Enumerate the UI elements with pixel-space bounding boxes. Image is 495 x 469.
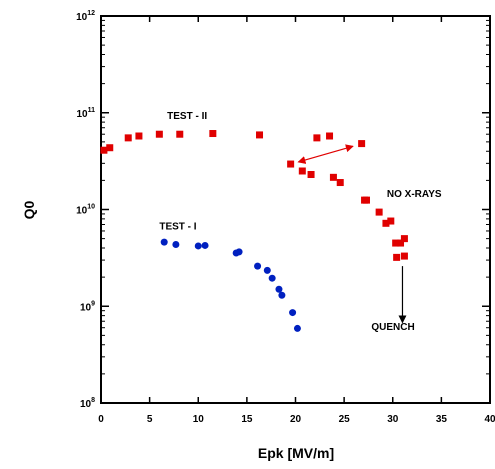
y-tick-label: 1011 [76, 107, 95, 120]
data-point-square [256, 131, 264, 139]
data-point-square [307, 171, 315, 179]
double-headed-arrow [297, 144, 354, 164]
data-point-square [329, 173, 337, 181]
series-1 [160, 238, 301, 332]
y-tick-base: 10 [76, 109, 88, 120]
x-tick-label: 5 [147, 414, 153, 425]
data-point-square [400, 235, 408, 243]
data-point-circle [293, 324, 301, 332]
x-tick-label: 10 [193, 414, 205, 425]
data-point-square [362, 196, 370, 204]
data-point-square [100, 146, 108, 154]
data-point-square [392, 239, 400, 247]
data-point-circle [268, 274, 276, 282]
y-tick-exponent: 10 [87, 204, 95, 211]
data-point-square [358, 140, 366, 148]
annotation-label: QUENCH [371, 322, 414, 333]
data-point-square [393, 253, 401, 261]
y-tick-base: 10 [80, 302, 92, 313]
x-tick-label: 0 [98, 414, 104, 425]
annotation-label: TEST - I [159, 222, 196, 233]
x-tick-label: 15 [241, 414, 253, 425]
x-tick-label: 30 [387, 414, 399, 425]
data-point-square [336, 179, 344, 187]
arrow-layer [297, 144, 407, 324]
data-point-square [313, 134, 321, 142]
y-tick-base: 10 [80, 399, 92, 410]
data-point-square [298, 167, 306, 175]
data-point-square [382, 219, 390, 227]
data-point-circle [254, 262, 262, 270]
data-point-square [387, 217, 395, 225]
data-point-square [155, 130, 163, 138]
data-point-circle [235, 248, 243, 256]
data-point-square [176, 130, 184, 138]
data-point-circle [275, 285, 283, 293]
y-tick-base: 10 [76, 206, 88, 217]
y-tick-exponent: 11 [88, 107, 96, 114]
y-tick-label: 1012 [76, 10, 95, 23]
data-point-circle [160, 238, 168, 246]
data-point-circle [194, 242, 202, 250]
x-axis-ticks: 0 5 10 15 20 25 30 35 40 [98, 16, 495, 425]
data-point-circle [263, 266, 271, 274]
data-point-square [106, 144, 114, 152]
data-point-square [209, 130, 217, 138]
annotation-label: TEST - II [167, 111, 207, 122]
x-tick-label: 20 [290, 414, 302, 425]
y-tick-label: 108 [80, 397, 95, 410]
y-tick-exponent: 12 [87, 10, 95, 17]
x-tick-label: 25 [339, 414, 351, 425]
x-axis-title: Epk [MV/m] [258, 445, 334, 461]
data-point-circle [172, 240, 180, 248]
plot-frame [100, 15, 491, 404]
annotation-label: NO X-RAYS [387, 189, 442, 200]
data-point-square [287, 160, 295, 168]
data-point-square [397, 239, 405, 247]
y-axis-title: Q0 [21, 200, 37, 219]
data-point-circle [289, 309, 297, 317]
series-layer [100, 130, 408, 332]
data-point-circle [278, 291, 286, 299]
x-tick-label: 35 [436, 414, 448, 425]
y-tick-label: 109 [80, 300, 95, 313]
y-tick-base: 10 [76, 12, 88, 23]
data-point-square [124, 134, 132, 142]
data-point-circle [201, 241, 209, 249]
data-point-square [326, 132, 334, 140]
y-tick-exponent: 9 [91, 300, 95, 307]
data-point-square [400, 252, 408, 260]
x-tick-label: 40 [484, 414, 495, 425]
y-tick-exponent: 8 [91, 397, 95, 404]
data-point-square [375, 208, 383, 216]
annotation-layer: TEST - II TEST - I NO X-RAYS QUENCH [159, 111, 442, 333]
data-point-square [135, 132, 143, 140]
y-tick-label: 1010 [76, 204, 95, 217]
series-0 [100, 130, 408, 261]
